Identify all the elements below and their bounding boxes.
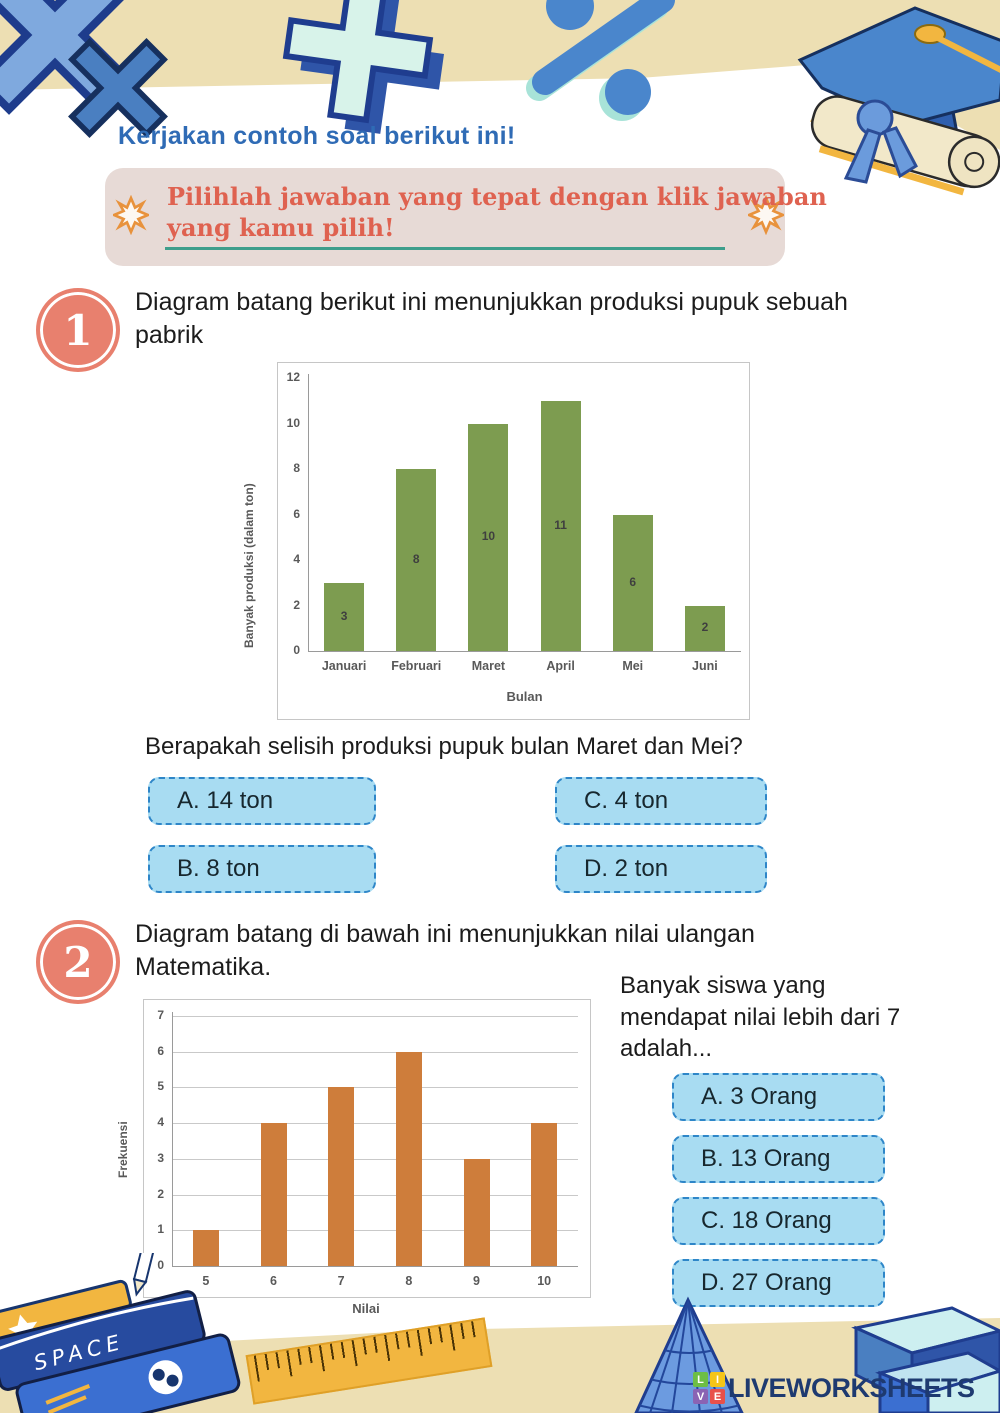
answer-option-a[interactable]: A. 14 ton — [148, 777, 376, 825]
answer-option-c[interactable]: C. 18 Orang — [672, 1197, 885, 1245]
y-tick-label: 8 — [293, 461, 300, 475]
gridline — [172, 1123, 578, 1125]
bar-5 — [192, 1230, 219, 1266]
y-tick-label: 2 — [157, 1186, 164, 1201]
bar-10 — [531, 1123, 558, 1266]
top-decoration-band — [0, 0, 1000, 196]
answer-option-d[interactable]: D. 2 ton — [555, 845, 767, 893]
answer-option-a[interactable]: A. 3 Orang — [672, 1073, 885, 1121]
y-tick-label: 12 — [286, 370, 300, 384]
x-tick-label: Januari — [321, 659, 367, 673]
gridline — [172, 1158, 578, 1160]
chart2-x-axis-label: Nilai — [352, 1301, 380, 1316]
y-axis — [172, 1012, 173, 1267]
x-tick-label: 6 — [270, 1274, 277, 1288]
x-tick-label: April — [546, 659, 575, 673]
x-tick-label: 9 — [473, 1274, 480, 1288]
logo-block-V: V — [693, 1389, 708, 1404]
question-1-prompt: Diagram batang berikut ini menunjukkan p… — [135, 288, 848, 349]
gridline — [172, 1051, 578, 1053]
bar-value-label: 3 — [340, 608, 348, 623]
starburst-icon — [113, 195, 149, 235]
percent-symbol-icon — [526, 0, 675, 121]
question-2-badge: 2 — [36, 920, 120, 1004]
bar-April — [540, 400, 581, 651]
question-1-badge: 1 — [36, 288, 120, 372]
y-tick-label: 7 — [157, 1008, 164, 1022]
logo-block-I: I — [710, 1372, 725, 1387]
x-tick-label: 8 — [405, 1274, 413, 1288]
chart1-bar-chart: Bulan 0 2 4 6 8 10 12 3 Januari 8 Februari 10 Maret 1… — [277, 362, 750, 720]
y-tick-label: 0 — [293, 643, 300, 657]
y-tick-label: 10 — [286, 415, 300, 430]
question-2-options: A. 3 Orang B. 13 Orang C. 18 Orang D. 27… — [672, 1073, 885, 1307]
multiply-symbol-icon — [0, 0, 168, 138]
x-tick-label: 5 — [202, 1274, 210, 1288]
y-axis — [308, 374, 309, 652]
x-axis — [308, 651, 741, 652]
gridline — [172, 1194, 578, 1196]
x-tick-label: Juni — [692, 659, 718, 673]
bar-Februari — [396, 469, 437, 651]
logo-block-E: E — [710, 1389, 725, 1404]
x-tick-label: 7 — [337, 1274, 345, 1288]
graduation-cap-icon — [797, 6, 1000, 196]
x-tick-label: Mei — [622, 659, 644, 673]
y-tick-label: 2 — [293, 597, 300, 612]
bar-6 — [260, 1123, 287, 1266]
question-1-text: Berapakah selisih produksi pupuk bulan M… — [145, 733, 743, 760]
bar-value-label: 10 — [481, 529, 496, 544]
chart2-y-axis-label: Frekuensi — [116, 1121, 130, 1178]
banner-underline — [165, 247, 725, 250]
books-illustration: SPACE — [0, 1253, 241, 1413]
x-axis — [172, 1266, 578, 1267]
bar-8 — [395, 1051, 422, 1266]
answer-option-c[interactable]: C. 4 ton — [555, 777, 767, 825]
bar-Juni — [684, 605, 725, 651]
chart1-x-axis-label: Bulan — [506, 689, 543, 704]
book-stack-illustration — [851, 1306, 1000, 1413]
x-tick-label: 10 — [537, 1274, 552, 1288]
y-tick-label: 5 — [157, 1079, 164, 1094]
bar-Mei — [612, 514, 653, 651]
bar-Maret — [468, 423, 509, 651]
bar-value-label: 11 — [554, 517, 567, 532]
bar-value-label: 8 — [412, 552, 420, 566]
bar-value-label: 6 — [629, 574, 637, 589]
answer-option-b[interactable]: B. 8 ton — [148, 845, 376, 893]
gridline — [172, 1016, 578, 1017]
answer-option-d[interactable]: D. 27 Orang — [672, 1259, 885, 1307]
y-tick-label: 6 — [157, 1043, 164, 1058]
starburst-icon — [748, 195, 784, 235]
plus-symbol-icon — [282, 0, 444, 134]
y-tick-label: 1 — [157, 1222, 164, 1237]
question-2-prompt: Diagram batang di bawah ini menunjukkan … — [135, 920, 755, 981]
x-tick-label: Maret — [471, 659, 506, 673]
y-tick-label: 6 — [293, 506, 300, 521]
chart1-y-axis-label: Banyak produksi (dalam ton) — [242, 483, 256, 648]
answer-option-b[interactable]: B. 13 Orang — [672, 1135, 885, 1183]
y-tick-label: 3 — [157, 1150, 164, 1165]
bar-7 — [328, 1087, 355, 1266]
bar-value-label: 2 — [701, 620, 709, 635]
bar-Januari — [324, 582, 365, 651]
instruction-text: Pilihlah jawaban yang tepat dengan klik … — [167, 182, 827, 242]
y-tick-label: 4 — [293, 552, 300, 566]
y-tick-label: 4 — [157, 1115, 164, 1130]
logo-text: LIVEWORKSHEETS — [728, 1372, 975, 1403]
gridline — [172, 1230, 578, 1232]
bar-9 — [463, 1158, 490, 1266]
chart2-bar-chart: 0 1 2 3 4 5 6 7 5 6 7 8 9 10 — [143, 999, 591, 1298]
y-tick-label: 0 — [157, 1258, 164, 1272]
x-tick-label: Februari — [391, 659, 442, 673]
logo-block-L: L — [693, 1372, 708, 1387]
question-1-options: A. 14 ton B. 8 ton C. 4 ton D. 2 ton — [148, 777, 767, 893]
question-2-text: Banyak siswa yang mendapat nilai lebih d… — [620, 972, 901, 1063]
gridline — [172, 1087, 578, 1089]
page-title: Kerjakan contoh soal berikut ini! — [118, 122, 516, 150]
